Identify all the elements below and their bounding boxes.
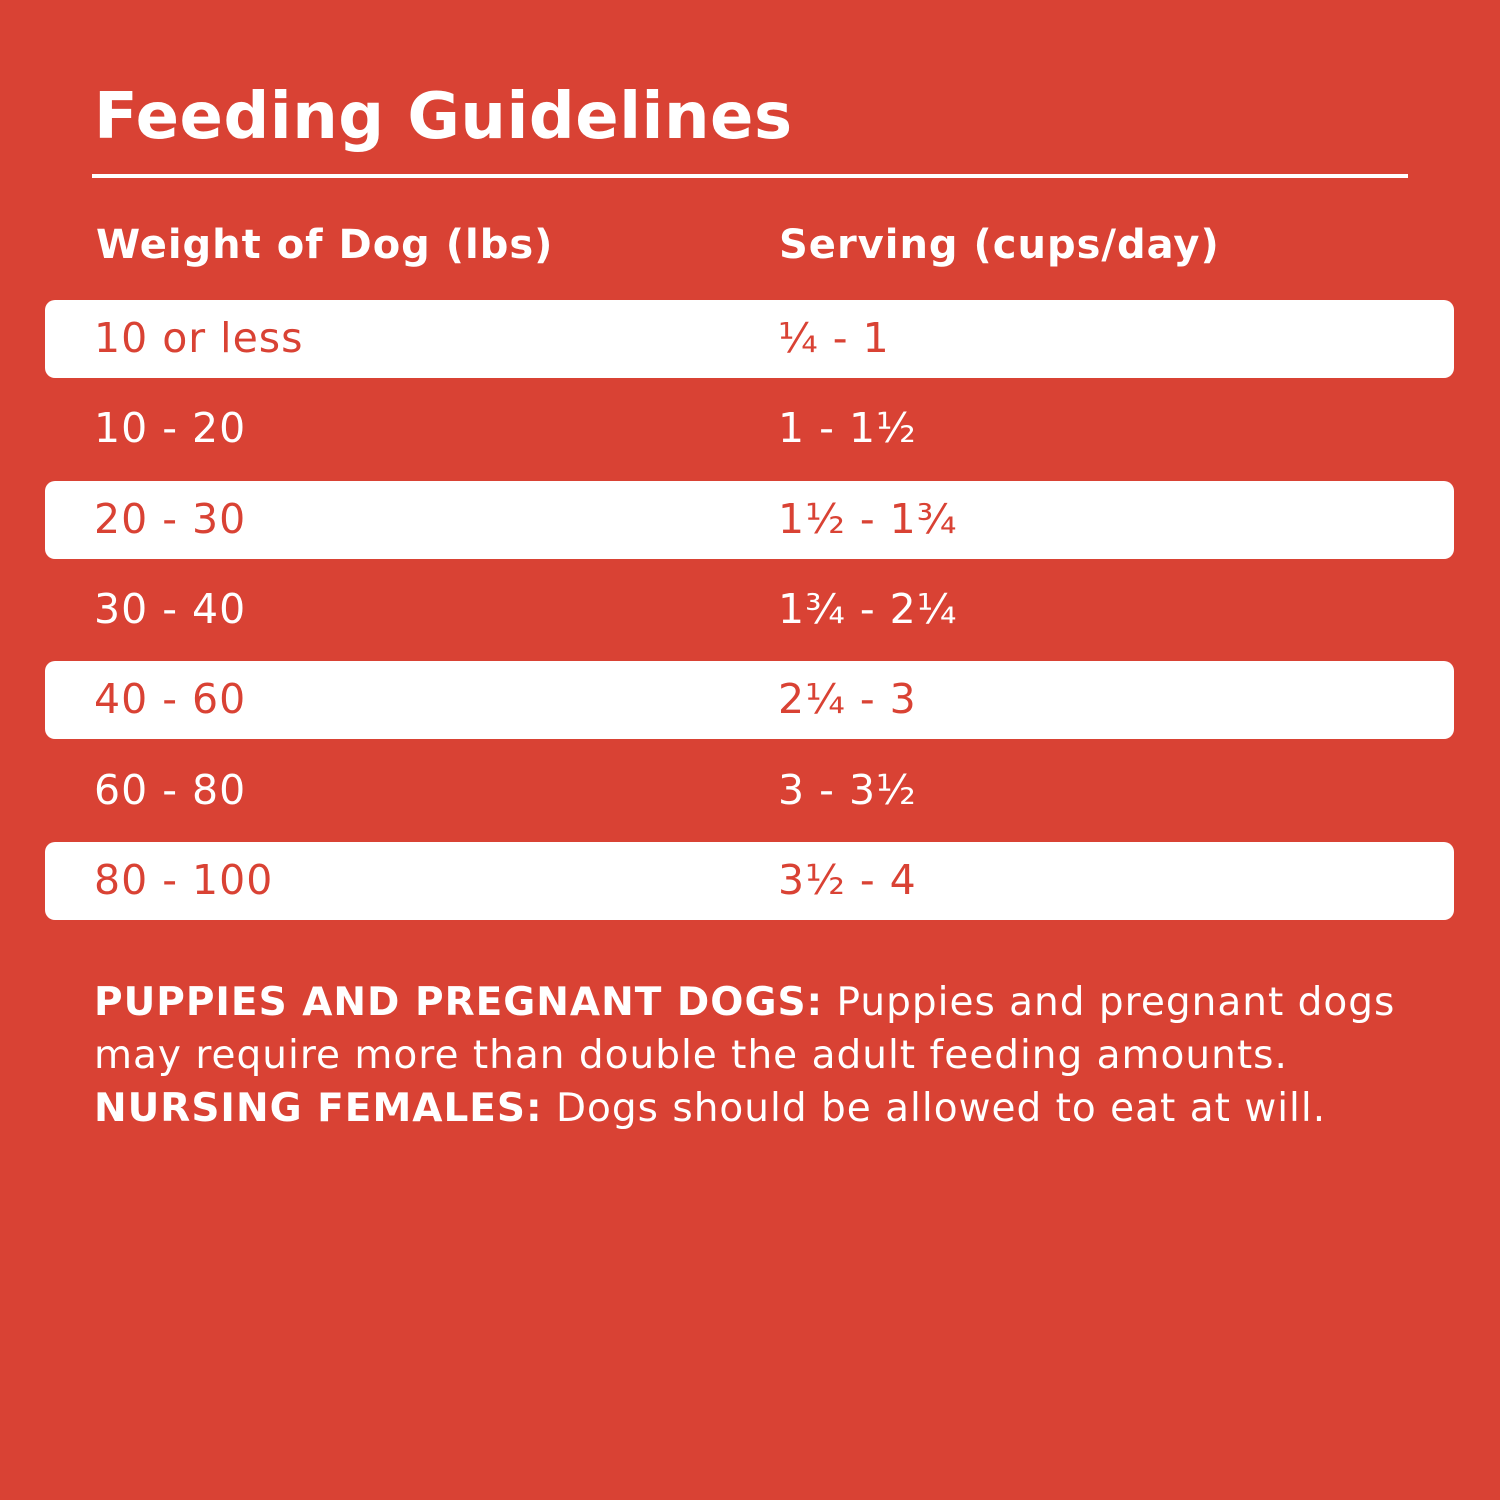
table-row: 10 - 20 1 - 1½ — [45, 390, 1454, 468]
table-row: 80 - 100 3½ - 4 — [45, 841, 1454, 920]
weight-cell: 80 - 100 — [94, 855, 274, 904]
table-row: 20 - 30 1½ - 1¾ — [45, 480, 1454, 559]
page-title: Feeding Guidelines — [94, 80, 793, 154]
weight-cell: 10 - 20 — [94, 404, 247, 453]
table-row: 60 - 80 3 - 3½ — [45, 752, 1454, 830]
serving-cell: 3½ - 4 — [778, 855, 917, 904]
title-divider — [92, 174, 1408, 178]
feeding-note: PUPPIES AND PREGNANT DOGS: Puppies and p… — [94, 976, 1424, 1135]
weight-cell: 20 - 30 — [94, 494, 247, 543]
weight-cell: 10 or less — [94, 314, 304, 362]
serving-cell: ¼ - 1 — [778, 314, 890, 362]
serving-cell: 3 - 3½ — [778, 765, 917, 814]
header-weight: Weight of Dog (lbs) — [96, 222, 554, 268]
note-label-puppies: PUPPIES AND PREGNANT DOGS: — [94, 980, 824, 1025]
note-text-nursing: Dogs should be allowed to eat at will. — [542, 1086, 1327, 1131]
serving-cell: 1¾ - 2¼ — [778, 584, 958, 633]
serving-cell: 2¼ - 3 — [778, 675, 917, 724]
table-row: 40 - 60 2¼ - 3 — [45, 661, 1454, 740]
table-row: 10 or less ¼ - 1 — [45, 300, 1454, 378]
weight-cell: 40 - 60 — [94, 675, 247, 724]
note-text-puppies: Puppies and pregnant dogs may require mo… — [94, 980, 1396, 1078]
note-label-nursing: NURSING FEMALES: — [94, 1086, 543, 1131]
weight-cell: 30 - 40 — [94, 584, 247, 633]
serving-cell: 1 - 1½ — [778, 404, 917, 453]
table-row: 30 - 40 1¾ - 2¼ — [45, 571, 1454, 649]
weight-cell: 60 - 80 — [94, 765, 247, 814]
serving-cell: 1½ - 1¾ — [778, 494, 958, 543]
header-serving: Serving (cups/day) — [779, 222, 1220, 268]
